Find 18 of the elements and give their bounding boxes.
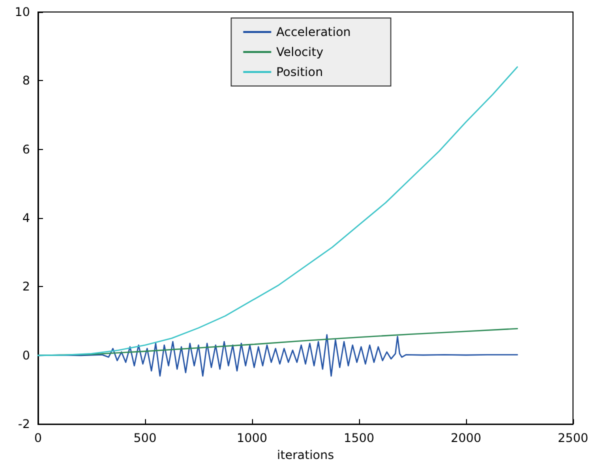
y-tick-label: 0 xyxy=(22,348,30,362)
legend-label: Position xyxy=(276,65,323,79)
line-series xyxy=(37,66,518,356)
y-tick-label: 2 xyxy=(22,280,30,294)
x-axis-title: iterations xyxy=(277,448,334,462)
legend-label: Velocity xyxy=(276,45,324,59)
x-tick-label: 2000 xyxy=(450,431,482,446)
y-tick-label: 8 xyxy=(22,74,30,88)
legend-label: Acceleration xyxy=(276,25,351,39)
x-tick-label: 1500 xyxy=(344,431,374,446)
x-tick-label: 1000 xyxy=(236,431,268,446)
y-tick-label: -2 xyxy=(18,417,30,432)
y-tick-label: 6 xyxy=(22,142,30,156)
x-tick-label: 0 xyxy=(34,431,42,446)
x-tick-label: 2500 xyxy=(558,431,588,446)
x-tick-label: 500 xyxy=(134,431,156,446)
y-tick-label: 10 xyxy=(14,5,30,19)
y-tick-label: 4 xyxy=(22,211,30,226)
